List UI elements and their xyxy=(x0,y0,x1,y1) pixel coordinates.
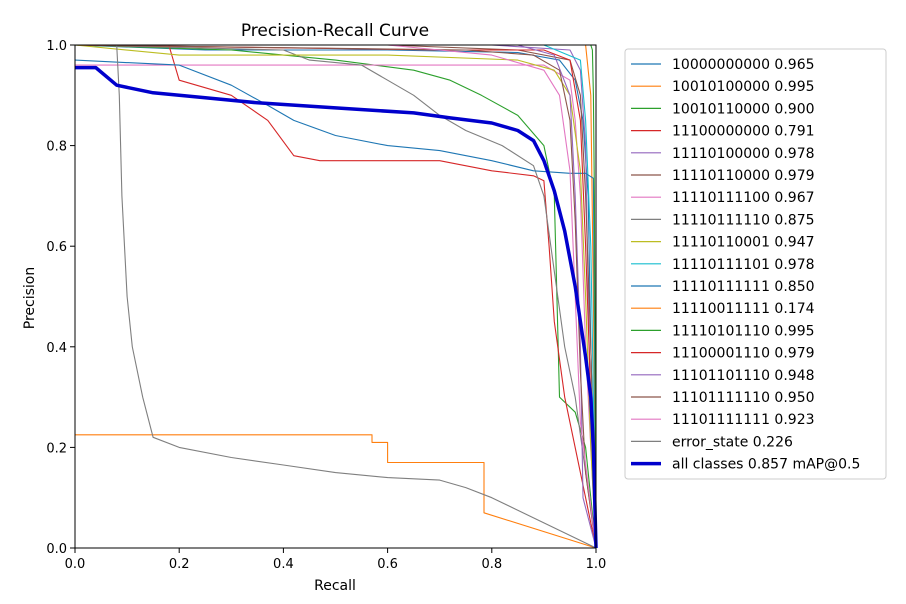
legend-label: 11100000000 0.791 xyxy=(672,124,815,140)
legend-frame xyxy=(624,48,887,480)
x-axis-title: Recall xyxy=(314,578,356,594)
y-tick-label: 1.0 xyxy=(46,39,67,54)
y-tick-label: 0.2 xyxy=(46,441,67,456)
x-tick-label: 0.2 xyxy=(169,557,190,572)
series-line-5 xyxy=(75,44,597,549)
legend-label: 11110110001 0.947 xyxy=(672,235,815,251)
series-line-6 xyxy=(75,64,597,549)
legend-label: 11110111101 0.978 xyxy=(672,257,815,273)
series-line-14 xyxy=(75,44,597,549)
y-tick-label: 0.6 xyxy=(46,240,67,255)
x-tick-label: 0.0 xyxy=(65,557,86,572)
y-tick-label: 0.4 xyxy=(46,341,67,356)
legend: 10000000000 0.965 10010100000 0.995 100101… xyxy=(631,57,860,473)
y-tick-label: 0.8 xyxy=(46,140,67,155)
legend-label: 11101101110 0.948 xyxy=(672,368,815,384)
legend-label: error_state 0.226 xyxy=(672,434,793,450)
legend-label: 11110101110 0.995 xyxy=(672,323,815,339)
legend-label: 11101111110 0.950 xyxy=(672,390,815,406)
x-tick-label: 1.0 xyxy=(586,557,607,572)
series-line-11 xyxy=(75,434,597,549)
plot-frame xyxy=(74,44,597,549)
legend-label: 11100001110 0.979 xyxy=(672,346,815,362)
legend-label: 11110111100 0.967 xyxy=(672,190,815,206)
x-tick-label: 0.6 xyxy=(377,557,398,572)
series-line-10 xyxy=(74,59,597,549)
legend-label: 11101111111 0.923 xyxy=(672,412,815,428)
series-line-16 xyxy=(75,44,597,549)
chart-title: Precision-Recall Curve xyxy=(241,21,429,41)
legend-label: 11110100000 0.978 xyxy=(672,146,815,162)
series-line-15 xyxy=(74,44,597,549)
series-line-17 xyxy=(75,44,597,549)
x-axis-ticks: 0.0 0.2 0.4 0.6 0.8 1.0 xyxy=(65,548,607,572)
legend-label: 10010110000 0.900 xyxy=(672,101,815,117)
legend-label: all classes 0.857 mAP@0.5 xyxy=(672,457,860,473)
series-line-0 xyxy=(74,44,597,549)
y-tick-label: 0.0 xyxy=(46,542,67,557)
legend-label: 10010100000 0.995 xyxy=(672,79,815,95)
legend-label: 10000000000 0.965 xyxy=(672,57,815,73)
series-line-2 xyxy=(74,44,597,549)
x-tick-label: 0.4 xyxy=(273,557,294,572)
legend-label: 11110011111 0.174 xyxy=(672,301,815,317)
y-axis-title: Precision xyxy=(22,267,38,329)
y-axis-ticks: 0.0 0.2 0.4 0.6 0.8 1.0 xyxy=(46,39,75,557)
series-line-18 xyxy=(75,65,598,549)
series-line-3 xyxy=(75,44,597,549)
legend-label: 11110111110 0.875 xyxy=(672,212,815,228)
series-line-7 xyxy=(74,44,597,549)
x-tick-label: 0.8 xyxy=(481,557,502,572)
legend-label: 11110111111 0.850 xyxy=(672,279,815,295)
legend-label: 11110110000 0.979 xyxy=(672,168,815,184)
plot-area xyxy=(74,44,598,549)
